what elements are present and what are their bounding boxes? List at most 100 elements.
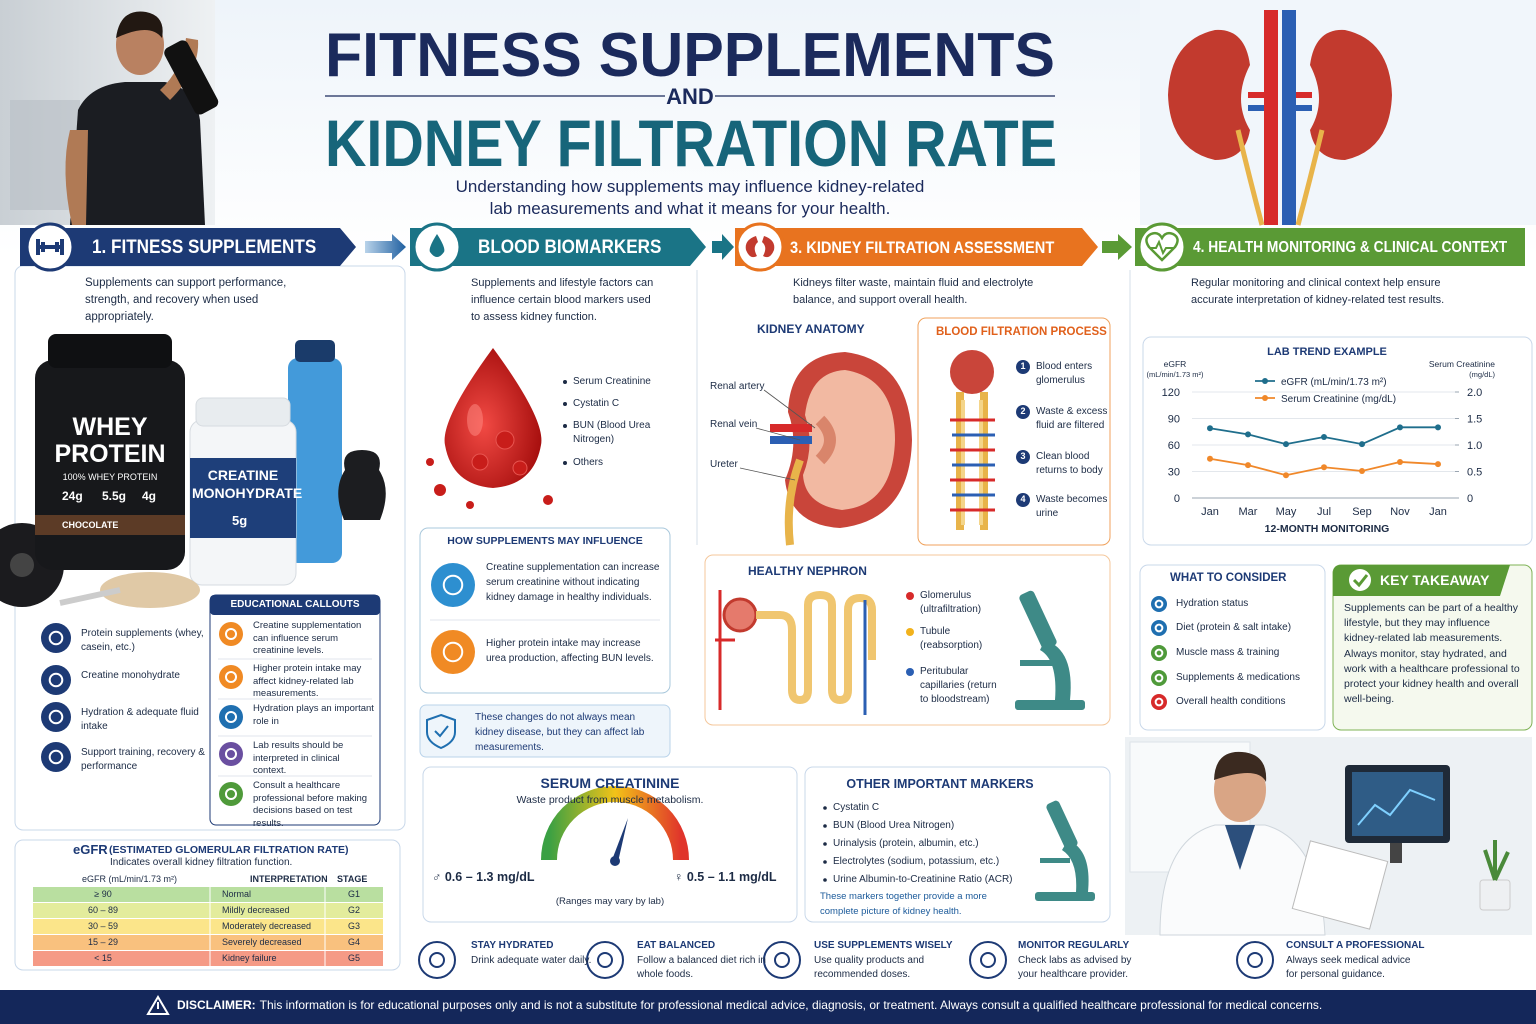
table-cell: G3 <box>347 921 360 931</box>
list-item: Others <box>573 457 604 468</box>
table-cell: G4 <box>347 937 360 947</box>
icon <box>41 623 71 653</box>
bullet <box>563 380 567 384</box>
legend-label: Serum Creatinine (mg/dL) <box>1281 394 1396 405</box>
y-axis-title: eGFR <box>1164 359 1187 369</box>
icon <box>219 665 243 689</box>
callout-item: Consult a healthcare professional before… <box>253 780 368 829</box>
tip-icon <box>774 952 790 968</box>
product-label: WHEY PROTEIN <box>54 413 166 468</box>
table-cell: < 15 <box>94 953 112 963</box>
data-point <box>1283 472 1289 479</box>
section-heading: 3. KIDNEY FILTRATION ASSESSMENT <box>790 238 1055 257</box>
legend-label: eGFR (mL/min/1.73 m²) <box>1281 377 1387 388</box>
list-item: Hydration status <box>1176 598 1249 609</box>
table-cell: 60 – 89 <box>87 905 119 915</box>
table-cell: Mildly decreased <box>222 905 290 915</box>
product-label: 4g <box>142 489 157 503</box>
bullet <box>823 824 827 828</box>
shield-icon <box>426 713 456 750</box>
icon <box>1154 697 1164 707</box>
note-text: (Ranges may vary by lab) <box>555 896 665 907</box>
box-title: WHAT TO CONSIDER <box>1170 572 1287 584</box>
tip-title: STAY HYDRATED <box>471 940 554 951</box>
list-item: Serum Creatinine <box>573 376 651 387</box>
table-cell: Kidney failure <box>222 953 277 963</box>
intro-text: Regular monitoring and clinical context … <box>1191 277 1445 306</box>
legend-marker <box>1262 378 1268 384</box>
icon <box>41 702 71 732</box>
legend-dot <box>906 668 914 676</box>
tip-title: EAT BALANCED <box>637 940 716 951</box>
icon <box>224 670 238 684</box>
list-item: Supplements & medications <box>1176 672 1300 683</box>
table-row <box>33 903 383 918</box>
icon <box>219 622 243 646</box>
step-text: Clean blood returns to body <box>1036 451 1103 476</box>
data-point <box>1397 424 1403 431</box>
range-text: ♂ 0.6 – 1.3 mg/dL <box>432 870 535 884</box>
y2-axis-title: Serum Creatinine <box>1429 359 1495 369</box>
step-badge <box>1016 405 1030 419</box>
box-title: OTHER IMPORTANT MARKERS <box>846 777 1034 791</box>
table-row <box>33 887 383 902</box>
step-badge <box>1016 450 1030 464</box>
table-header: eGFR (mL/min/1.73 m²) <box>82 874 178 884</box>
panel <box>419 527 671 694</box>
step-text: Waste & excess fluid are filtered <box>1036 406 1108 431</box>
box-title: KEY TAKEAWAY <box>1380 572 1490 588</box>
data-point <box>1397 458 1403 465</box>
list-item: Creatine monohydrate <box>81 670 180 681</box>
nephron-item: Glomerulus (ultrafiltration) <box>920 590 982 615</box>
data-point <box>1359 441 1365 448</box>
product-label: 5.5g <box>102 489 127 503</box>
icon <box>1154 623 1164 633</box>
icon <box>219 782 243 806</box>
callout-item: Creatine supplementation can influence s… <box>253 620 362 657</box>
anatomy-label: Renal vein <box>710 419 758 430</box>
anatomy-label: Renal artery <box>710 381 765 392</box>
influence-item: Higher protein intake may increase urea … <box>486 638 654 664</box>
icon <box>1154 599 1164 609</box>
icon <box>224 747 238 761</box>
icon <box>41 665 71 695</box>
intro-text: Supplements can support performance, str… <box>85 277 287 323</box>
x-tick-label: Sep <box>1352 506 1372 518</box>
table-cell: Severely decreased <box>222 937 302 947</box>
bullet <box>563 424 567 428</box>
list-item: Hydration & adequate fluid intake <box>81 707 199 732</box>
y-axis-title: (mL/min/1.73 m²) <box>1146 370 1204 379</box>
product-label: 100% WHEY PROTEIN <box>62 472 158 482</box>
tip-text: Use quality products and recommended dos… <box>814 955 925 980</box>
list-item: Diet (protein & salt intake) <box>1176 622 1292 633</box>
table-cell: Moderately decreased <box>222 921 312 931</box>
icon <box>48 630 64 646</box>
disclaimer-bar <box>0 990 1536 1024</box>
step-badge <box>1016 360 1030 374</box>
icon <box>41 742 71 772</box>
table-cell: Normal <box>222 889 252 899</box>
data-point <box>1283 441 1289 448</box>
list-item: Overall health conditions <box>1176 696 1286 707</box>
bullet <box>823 878 827 882</box>
range-text: ♀ 0.5 – 1.1 mg/dL <box>674 870 777 884</box>
x-tick-label: Mar <box>1239 506 1258 518</box>
panel <box>1139 564 1326 731</box>
panel <box>422 766 798 923</box>
nephron-item: Tubule (reabsorption) <box>920 626 983 651</box>
icon <box>431 563 475 607</box>
section-banners <box>20 222 1525 272</box>
list-item: Urine Albumin-to-Creatinine Ratio (ACR) <box>833 874 1013 885</box>
icon <box>1151 620 1167 636</box>
y2-tick-label: 0 <box>1467 493 1473 505</box>
tip-icon <box>980 952 996 968</box>
bullet <box>823 842 827 846</box>
box-title: BLOOD FILTRATION PROCESS <box>936 326 1107 338</box>
table-cell: G2 <box>347 905 360 915</box>
y-tick-label: 120 <box>1162 387 1180 399</box>
filtration-image <box>950 350 995 530</box>
tip-icon <box>763 941 801 979</box>
data-point <box>1435 461 1441 468</box>
